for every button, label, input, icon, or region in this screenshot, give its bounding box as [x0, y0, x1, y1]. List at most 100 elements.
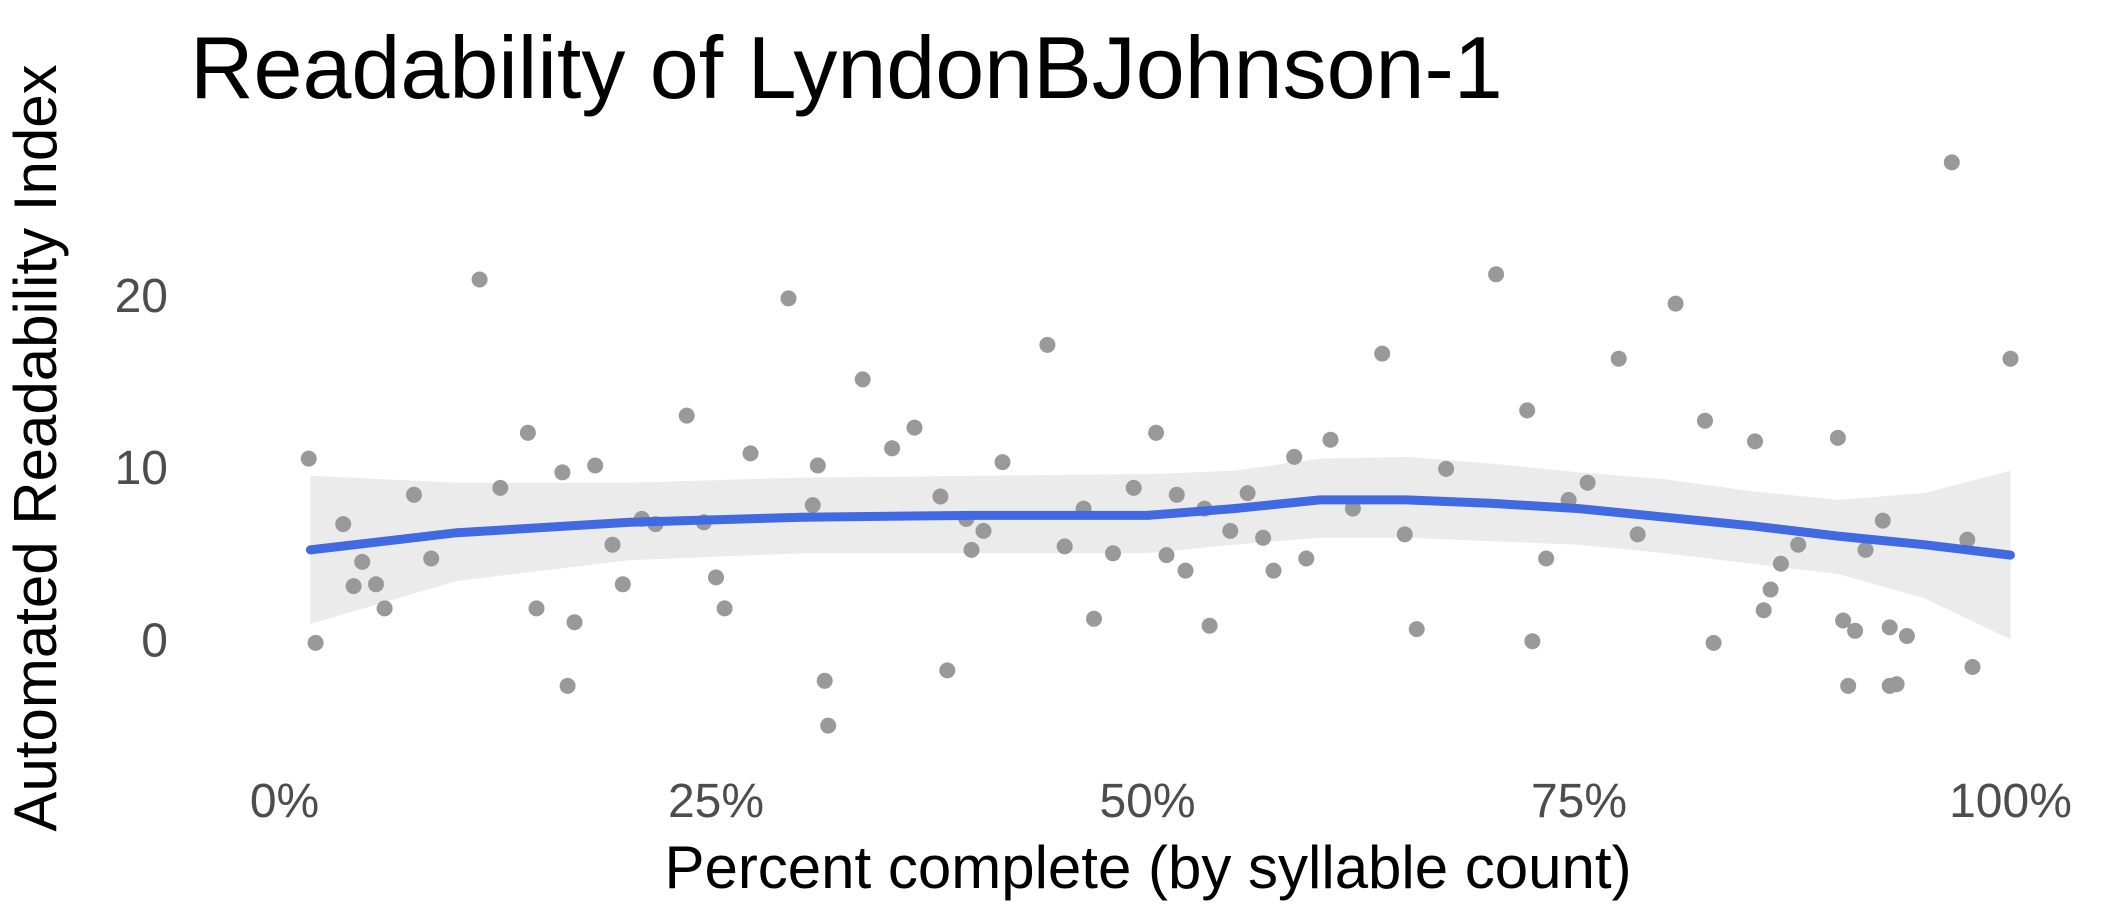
data-point-90 [1943, 154, 1960, 171]
data-point-23 [708, 569, 724, 586]
data-point-82 [1840, 677, 1857, 694]
data-point-14 [559, 677, 576, 694]
x-tick-label: 50% [1099, 775, 1195, 828]
data-point-54 [1255, 529, 1272, 546]
x-tick-label: 0% [250, 775, 319, 828]
data-point-53 [1239, 485, 1256, 502]
data-point-79 [1790, 536, 1807, 553]
data-point-72 [1667, 295, 1684, 312]
y-tick-label: 10 [115, 442, 168, 495]
data-point-57 [1298, 550, 1315, 567]
x-tick-label: 100% [1949, 775, 2072, 828]
data-point-18 [614, 576, 631, 593]
data-point-5 [368, 576, 384, 593]
data-point-58 [1322, 431, 1339, 448]
data-point-27 [804, 497, 821, 514]
data-point-52 [1222, 522, 1239, 539]
data-point-88 [1888, 676, 1905, 693]
data-point-74 [1705, 634, 1722, 651]
y-axis-title: Automated Readability Index [2, 64, 69, 831]
data-point-9 [471, 271, 488, 288]
data-point-70 [1610, 350, 1627, 367]
data-point-77 [1762, 581, 1779, 598]
data-point-7 [406, 486, 422, 503]
data-point-60 [1374, 345, 1391, 362]
data-point-4 [354, 553, 371, 570]
data-point-31 [854, 371, 871, 388]
data-point-45 [1125, 479, 1142, 496]
data-point-65 [1519, 402, 1536, 419]
data-point-93 [2002, 350, 2019, 367]
data-point-89 [1898, 628, 1915, 644]
data-point-1 [307, 634, 324, 651]
data-point-66 [1524, 633, 1541, 650]
data-point-13 [554, 464, 571, 481]
y-tick-label: 0 [141, 614, 168, 667]
data-point-15 [566, 614, 583, 631]
data-point-11 [519, 424, 536, 441]
data-point-71 [1629, 526, 1646, 543]
data-point-40 [1039, 336, 1056, 353]
data-point-34 [932, 488, 949, 505]
x-tick-label: 25% [668, 775, 764, 828]
data-point-59 [1344, 500, 1361, 517]
data-point-16 [587, 457, 604, 474]
data-point-17 [604, 536, 621, 553]
data-point-12 [528, 600, 545, 617]
data-point-33 [906, 419, 923, 436]
x-tick-labels: 0% 25% 50% 75% 100% [250, 775, 2072, 828]
data-point-29 [816, 672, 833, 689]
data-point-24 [716, 600, 733, 617]
data-point-6 [376, 600, 393, 617]
data-point-46 [1148, 424, 1165, 441]
data-point-21 [678, 407, 695, 424]
data-point-76 [1755, 602, 1772, 619]
confidence-band [310, 456, 2011, 640]
data-point-78 [1772, 555, 1789, 572]
y-tick-labels: 0 10 20 [115, 270, 168, 667]
data-point-10 [492, 479, 509, 496]
points-layer [300, 154, 2019, 734]
data-point-37 [963, 541, 980, 558]
chart-title: Readability of LyndonBJohnson-1 [190, 18, 1503, 117]
data-point-0 [300, 450, 317, 467]
data-point-39 [994, 454, 1011, 471]
data-point-92 [1964, 659, 1981, 675]
data-point-55 [1265, 562, 1282, 579]
x-tick-label: 75% [1531, 775, 1627, 828]
data-point-62 [1408, 621, 1425, 638]
data-point-51 [1201, 617, 1218, 634]
smooth-line [305, 495, 2015, 560]
data-point-83 [1847, 622, 1864, 639]
data-point-56 [1286, 448, 1303, 465]
data-point-28 [809, 457, 826, 474]
data-point-63 [1438, 460, 1455, 477]
data-point-30 [820, 717, 837, 734]
data-point-85 [1874, 512, 1891, 529]
data-point-49 [1177, 562, 1194, 579]
data-point-80 [1829, 429, 1846, 446]
data-point-41 [1056, 538, 1073, 555]
data-point-44 [1105, 545, 1121, 562]
data-point-48 [1168, 486, 1185, 503]
data-point-75 [1747, 433, 1763, 450]
data-point-3 [345, 578, 362, 595]
data-point-38 [975, 522, 992, 539]
data-point-64 [1488, 266, 1505, 283]
data-point-69 [1579, 474, 1596, 491]
data-point-8 [423, 550, 440, 567]
data-point-73 [1697, 412, 1713, 429]
data-point-2 [335, 516, 352, 533]
data-point-43 [1086, 610, 1102, 627]
data-point-61 [1396, 526, 1413, 543]
data-point-91 [1959, 531, 1976, 548]
x-axis-title: Percent complete (by syllable count) [664, 834, 1631, 901]
data-point-26 [780, 290, 797, 307]
data-point-84 [1857, 541, 1874, 558]
data-point-67 [1538, 550, 1555, 567]
data-point-47 [1158, 547, 1175, 564]
data-point-25 [742, 445, 759, 462]
y-tick-label: 20 [115, 270, 168, 323]
data-point-32 [884, 440, 901, 457]
